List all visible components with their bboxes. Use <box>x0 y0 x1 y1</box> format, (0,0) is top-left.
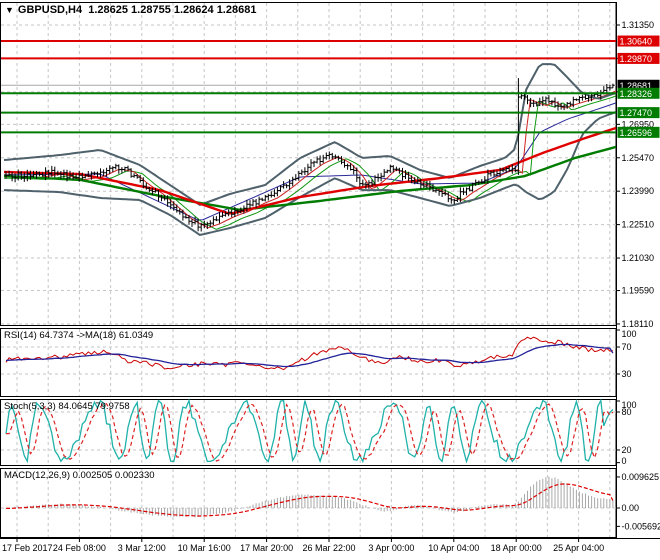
rsi-line <box>5 336 613 371</box>
price-level-label: 1.27470 <box>620 108 653 118</box>
price-tick-label: 1.31350 <box>622 20 655 30</box>
time-axis-label: 10 Apr 04:00 <box>428 543 479 553</box>
indicator-scale-label: 70 <box>622 342 632 352</box>
bollinger-upper-band <box>3 63 617 207</box>
price-tick-label: 1.25470 <box>622 153 655 163</box>
indicator-scale-label: 100 <box>622 329 637 339</box>
price-tick-label: 1.22510 <box>622 220 655 230</box>
candlestick-bars <box>4 78 615 232</box>
time-axis-label: 10 Mar 16:00 <box>178 543 231 553</box>
macd-panel: 0.009625 0.00 -0.005692 <box>1 472 660 531</box>
time-axis-label: 3 Apr 00:00 <box>368 543 414 553</box>
indicator-scale-label: 30 <box>622 369 632 379</box>
vertical-gridlines <box>16 3 611 537</box>
time-axis-label: 26 Mar 22:00 <box>302 543 355 553</box>
symbol-dropdown-icon[interactable]: ▼ <box>5 5 14 15</box>
indicator-scale-label: 0 <box>622 456 627 466</box>
indicator-overlays <box>3 63 617 236</box>
price-level-label: 1.30640 <box>620 37 653 47</box>
main-price-gridlines <box>1 24 616 325</box>
indicator-scale-label: 0.00 <box>622 503 640 513</box>
panel-frames <box>0 2 660 539</box>
indicator-scale-label: 80 <box>622 407 632 417</box>
slow-ma-green <box>3 145 617 211</box>
macd-signal-line <box>6 483 614 517</box>
indicator-scale-label: 0.009625 <box>622 472 660 482</box>
time-axis-label: 18 Apr 00:00 <box>491 543 542 553</box>
price-tick-label: 1.19590 <box>622 286 655 296</box>
price-tick-label: 1.23990 <box>622 186 655 196</box>
time-axis-label: 25 Apr 04:00 <box>553 543 604 553</box>
price-level-label: 1.29870 <box>620 54 653 64</box>
price-level-label: 1.26596 <box>620 128 653 138</box>
stochastic-k-line <box>5 398 614 464</box>
time-axis-labels: 17 Feb 2017 24 Feb 08:00 3 Mar 12:00 10 Mar… <box>2 538 604 553</box>
time-axis-label: 17 Mar 20:00 <box>240 543 293 553</box>
price-tick-label: 1.26950 <box>622 119 655 129</box>
time-axis-label: 17 Feb 2017 <box>2 543 53 553</box>
bollinger-lower-band <box>3 110 617 236</box>
time-axis-label: 3 Mar 12:00 <box>118 543 166 553</box>
price-level-label: 1.28681 <box>620 81 653 91</box>
indicator-scale-label: -0.005692 <box>622 521 660 531</box>
indicator-scale-label: 100 <box>622 400 637 410</box>
time-axis-label: 24 Feb 08:00 <box>53 543 106 553</box>
price-tick-label: 1.18110 <box>622 319 654 329</box>
price-level-label: 1.28326 <box>620 89 653 99</box>
indicator-scale-label: 20 <box>622 445 632 455</box>
rsi-panel: 100 70 30 <box>1 329 637 379</box>
horizontal-level-lines[interactable] <box>1 40 616 134</box>
stochastic-d-line <box>6 402 614 462</box>
slow-ma-red <box>3 126 617 215</box>
price-tick-label: 1.21030 <box>622 253 655 263</box>
rsi-ma-line <box>5 343 614 368</box>
